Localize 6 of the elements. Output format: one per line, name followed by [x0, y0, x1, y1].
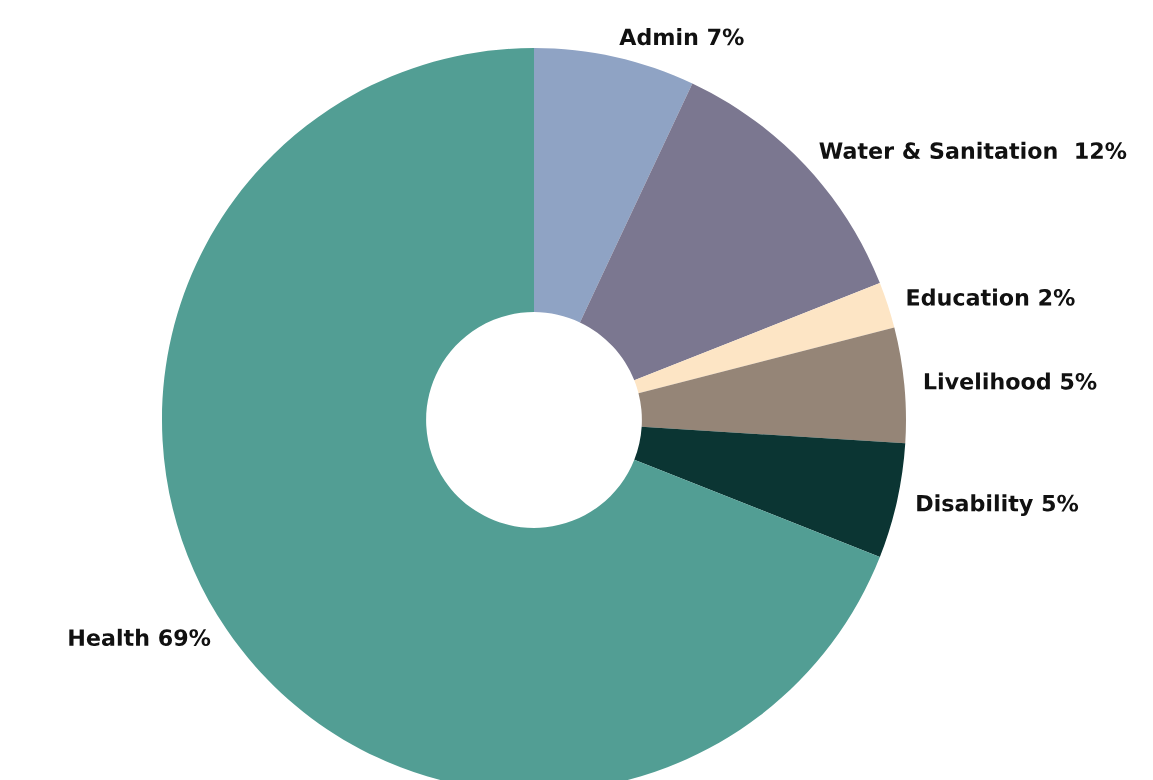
slice-label: Admin 7% [619, 28, 744, 46]
slice-label: Livelihood 5% [924, 372, 1097, 390]
slice-label: Water & Sanitation 12% [819, 141, 1127, 160]
slice-label: Education 2% [907, 288, 1075, 306]
slice-label: Disability 5% [917, 494, 1079, 517]
slice-label: Health 69% [69, 628, 211, 646]
